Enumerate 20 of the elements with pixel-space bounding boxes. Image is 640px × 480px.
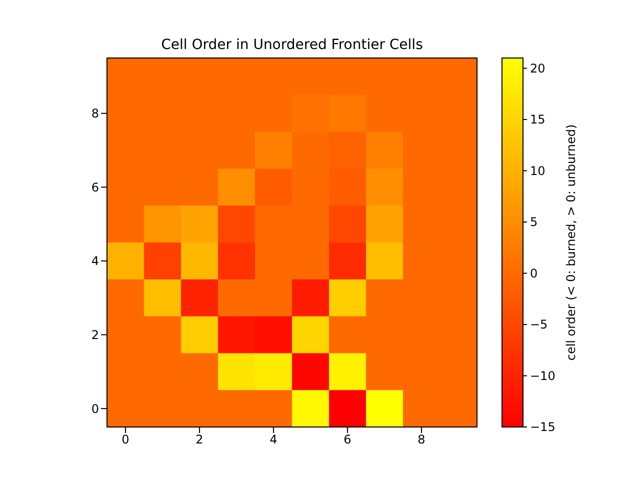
color-bar-label: 15: [530, 112, 546, 126]
x-tick-label: 4: [270, 432, 278, 447]
color-bar-title: cell order (< 0: burned, > 0: unburned): [564, 124, 578, 361]
color-bar-label: 20: [530, 61, 546, 76]
x-tick-label: 8: [418, 432, 426, 447]
y-tick-label: 2: [91, 328, 99, 342]
color-bar-label: −15: [530, 420, 556, 434]
color-bar-label: −10: [530, 368, 556, 383]
y-tick-label: 8: [91, 106, 99, 121]
color-bar-label: −5: [530, 318, 548, 332]
x-tick-label: 6: [344, 432, 352, 447]
y-tick-label: 6: [91, 180, 99, 194]
y-tick-label: 0: [91, 402, 99, 416]
color-bar-label: 5: [530, 215, 538, 229]
x-tick-label: 0: [122, 432, 130, 447]
chart-title: Cell Order in Unordered Frontier Cells: [161, 37, 423, 53]
y-tick-label: 4: [91, 254, 99, 268]
x-tick-label: 2: [196, 432, 204, 447]
color-bar-label: 0: [530, 266, 538, 280]
color-bar-label: 10: [530, 164, 546, 178]
